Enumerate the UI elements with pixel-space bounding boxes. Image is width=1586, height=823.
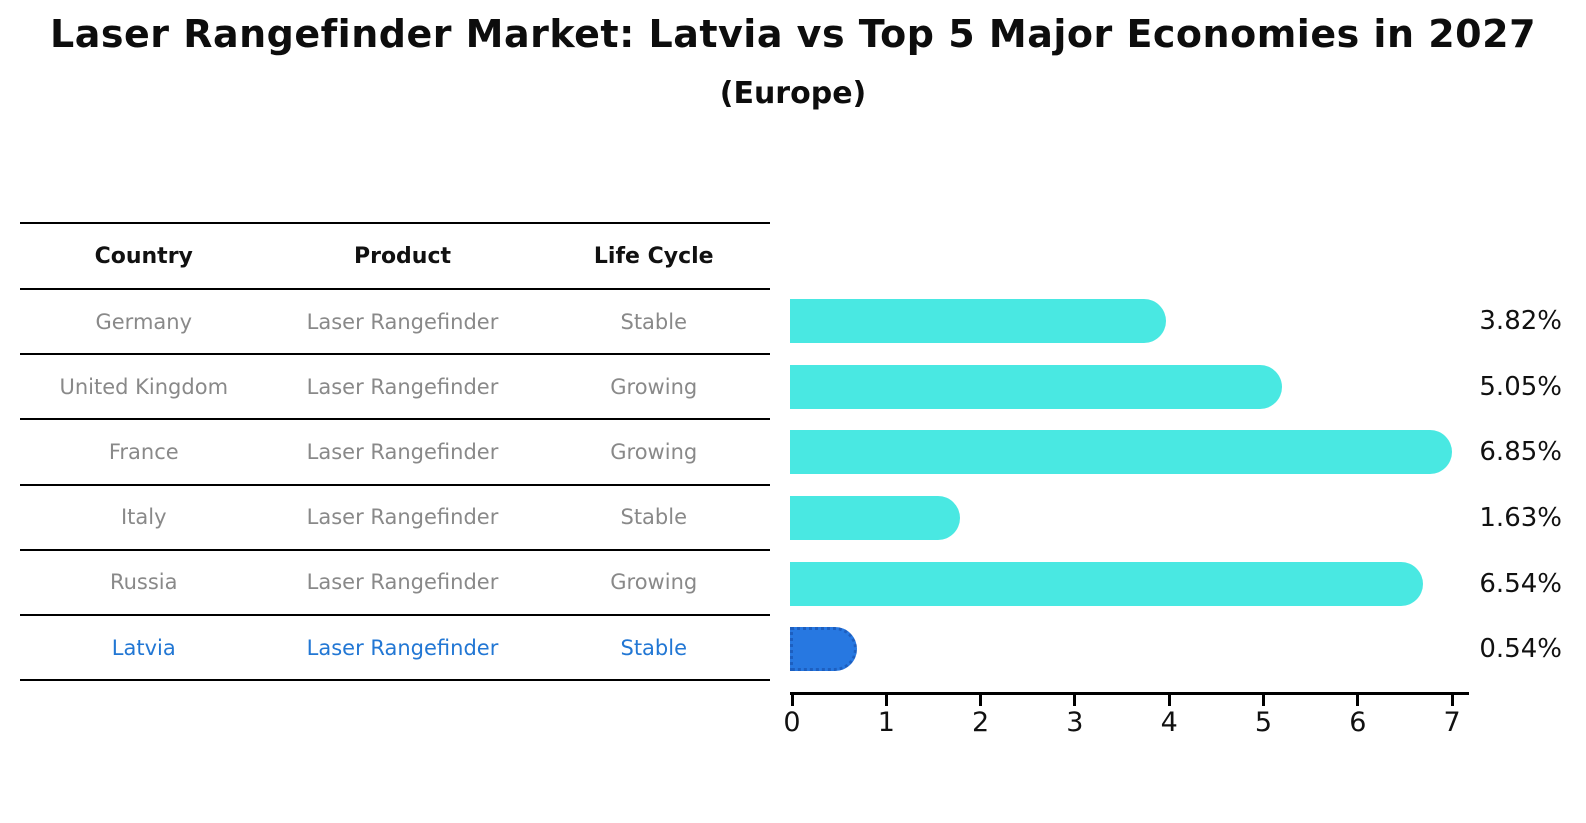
x-axis-tick bbox=[979, 695, 983, 706]
x-axis-tick-label: 6 bbox=[1349, 707, 1367, 738]
table-body: Germany Laser Rangefinder Stable United Kin… bbox=[20, 290, 770, 682]
chart-title: Laser Rangefinder Market: Latvia vs Top … bbox=[49, 12, 1537, 56]
x-axis-tick-label: 5 bbox=[1254, 707, 1273, 738]
x-axis-tick bbox=[1073, 695, 1077, 706]
chart-subtitle: (Europe) bbox=[719, 76, 867, 111]
bar-united-kingdom bbox=[790, 364, 1283, 409]
table-cell-product: Laser Rangefinder bbox=[306, 439, 499, 464]
bar-value-label: 0.54% bbox=[1479, 634, 1562, 665]
bar-germany bbox=[790, 298, 1167, 343]
bar-value-label: 6.85% bbox=[1479, 437, 1562, 468]
table-cell-country: United Kingdom bbox=[59, 374, 229, 399]
x-axis-tick bbox=[884, 695, 888, 706]
bar-value-label: 3.82% bbox=[1479, 306, 1562, 336]
table-cell-country: Latvia bbox=[111, 635, 176, 660]
table-cell-life-cycle: Stable bbox=[620, 505, 688, 530]
table-cell-product: Laser Rangefinder bbox=[306, 505, 499, 530]
x-axis-tick bbox=[1262, 695, 1265, 706]
bar-latvia bbox=[790, 627, 857, 672]
table-row: Germany Laser Rangefinder Stable bbox=[20, 290, 770, 356]
table-header-product: Product bbox=[353, 243, 452, 269]
table-cell-product: Laser Rangefinder bbox=[306, 374, 499, 399]
x-axis-tick bbox=[1356, 695, 1360, 706]
x-axis-tick-label: 1 bbox=[877, 707, 895, 738]
table-cell-product: Laser Rangefinder bbox=[306, 309, 499, 334]
x-axis-tick-label: 2 bbox=[972, 707, 990, 738]
x-axis-tick bbox=[1167, 695, 1171, 706]
x-axis-tick-label: 7 bbox=[1443, 707, 1461, 738]
table-cell-life-cycle: Growing bbox=[610, 570, 698, 595]
bar-value-label: 5.05% bbox=[1479, 371, 1562, 402]
table-cell-country: Italy bbox=[120, 505, 167, 530]
x-axis-tick bbox=[1450, 695, 1454, 706]
bar-russia bbox=[790, 561, 1423, 606]
x-axis-line bbox=[790, 692, 1469, 695]
table-header-row: Country Product Life Cycle bbox=[20, 222, 770, 290]
bar-value-label: 6.54% bbox=[1479, 568, 1562, 599]
x-axis-tick-label: 4 bbox=[1160, 707, 1178, 738]
bar-france bbox=[790, 430, 1452, 475]
data-table: Country Product Life Cycle Germany Laser … bbox=[20, 222, 770, 682]
bar-chart: 0 1 2 3 4 5 6 7 3.82% 5.05% 6.85% 1.63% 6.54% 0.54% bbox=[783, 288, 1586, 823]
table-cell-life-cycle: Stable bbox=[620, 635, 688, 660]
table-row: United Kingdom Laser Rangefinder Growing bbox=[20, 355, 770, 421]
bar-italy bbox=[790, 495, 960, 540]
table-cell-country: Russia bbox=[109, 570, 178, 595]
x-axis-tick-label: 3 bbox=[1066, 707, 1084, 738]
table-header-country: Country bbox=[94, 243, 193, 269]
table-cell-country: France bbox=[108, 439, 179, 464]
table-row: Italy Laser Rangefinder Stable bbox=[20, 486, 770, 551]
table-row: France Laser Rangefinder Growing bbox=[20, 420, 770, 486]
table-cell-life-cycle: Growing bbox=[610, 439, 698, 464]
table-cell-product: Laser Rangefinder bbox=[306, 570, 499, 595]
table-row: Latvia Laser Rangefinder Stable bbox=[20, 616, 770, 682]
table-cell-life-cycle: Growing bbox=[610, 374, 698, 399]
bar-value-label: 1.63% bbox=[1479, 503, 1562, 533]
x-axis-tick bbox=[790, 695, 794, 706]
table-cell-life-cycle: Stable bbox=[620, 309, 688, 334]
table-cell-country: Germany bbox=[95, 309, 193, 334]
x-axis-tick-label: 0 bbox=[783, 707, 801, 738]
table-header-life-cycle: Life Cycle bbox=[593, 243, 714, 269]
table-row: Russia Laser Rangefinder Growing bbox=[20, 551, 770, 616]
table-cell-product: Laser Rangefinder bbox=[306, 635, 499, 660]
